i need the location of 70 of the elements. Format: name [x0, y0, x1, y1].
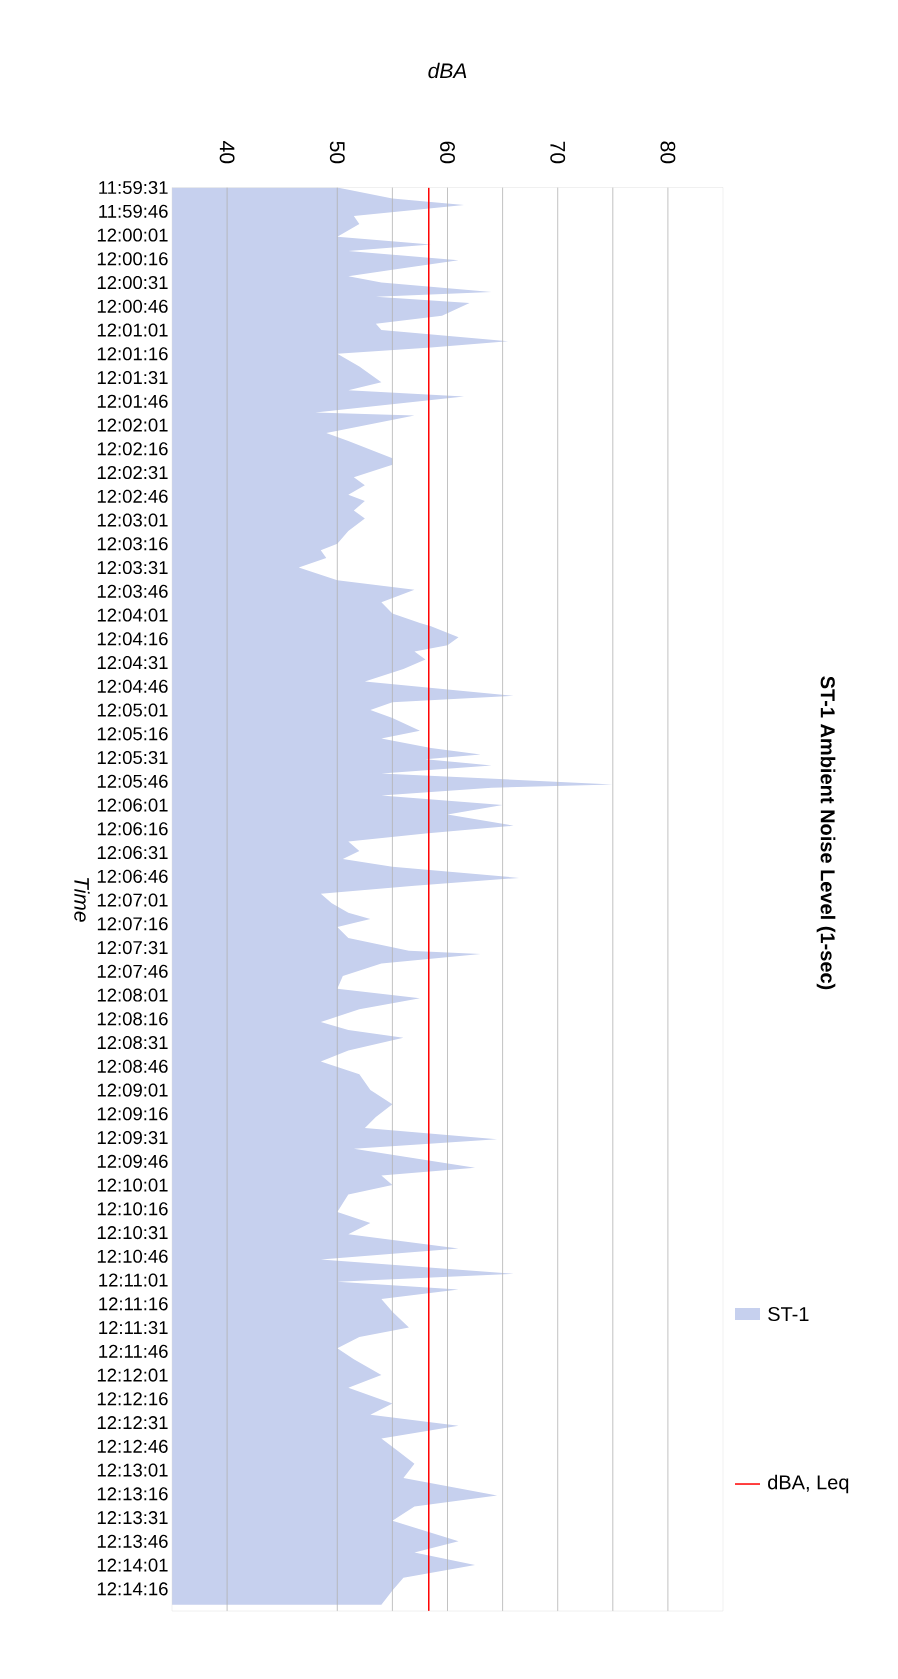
y-axis-title: Time — [74, 877, 90, 922]
y-tick-label: 12:12:16 — [97, 1392, 168, 1406]
x-axis-title: dBA — [428, 62, 467, 79]
y-tick-label: 12:06:16 — [97, 822, 168, 836]
y-tick-label: 12:10:16 — [97, 1202, 168, 1216]
y-tick-label: 12:09:01 — [97, 1083, 168, 1097]
y-tick-label: 12:04:16 — [97, 632, 168, 646]
y-tick-label: 12:13:31 — [97, 1511, 168, 1525]
y-tick-label: 12:01:16 — [97, 347, 168, 361]
y-tick-label: 12:14:16 — [97, 1582, 168, 1596]
y-tick-label: 12:02:01 — [97, 418, 168, 432]
text: ST-1 Ambient Noise Level (1-sec) — [816, 676, 836, 990]
y-tick-label: 12:09:46 — [97, 1154, 168, 1168]
y-tick-label: 12:02:31 — [97, 465, 168, 480]
y-tick-label: 12:10:46 — [97, 1249, 168, 1263]
y-tick-label: 12:09:16 — [97, 1107, 168, 1121]
y-tick-label: 12:03:46 — [97, 584, 168, 598]
y-tick-label: 12:07:01 — [97, 893, 168, 907]
y-tick-label: 12:07:46 — [97, 964, 168, 978]
y-tick-label: 12:07:16 — [97, 917, 168, 931]
y-tick-label: 12:14:01 — [97, 1558, 168, 1572]
y-tick-label: 12:01:46 — [97, 394, 168, 408]
y-tick-label: 12:06:01 — [97, 798, 168, 812]
y-tick-label: 12:05:31 — [97, 750, 168, 765]
y-tick-label: 12:08:16 — [97, 1012, 168, 1026]
y-tick-label: 12:01:01 — [97, 323, 168, 337]
y-tick-label: 11:59:31 — [99, 180, 168, 195]
x-tick-label: 40 — [219, 141, 235, 164]
y-tick-label: 12:06:46 — [97, 869, 168, 883]
x-tick-label: 80 — [660, 141, 676, 164]
y-tick-label: 12:03:16 — [97, 537, 168, 551]
x-tick-label: 50 — [329, 141, 345, 164]
legend-label: ST-1 — [768, 1306, 809, 1322]
y-tick-label: 12:05:16 — [97, 727, 168, 741]
y-tick-label: 12:05:46 — [97, 774, 168, 788]
y-tick-label: 12:06:31 — [97, 846, 168, 860]
y-tick-label: 12:12:46 — [97, 1439, 168, 1453]
y-tick-label: 12:09:31 — [97, 1131, 168, 1145]
y-tick-label: 12:04:01 — [97, 608, 168, 622]
y-tick-label: 12:12:31 — [97, 1416, 168, 1430]
y-tick-label: 12:13:16 — [97, 1487, 168, 1501]
y-tick-label: 12:11:46 — [99, 1344, 168, 1358]
y-tick-label: 12:10:01 — [97, 1178, 168, 1192]
y-tick-label: 12:13:01 — [97, 1463, 168, 1477]
y-tick-label: 12:05:01 — [97, 703, 168, 717]
y-tick-label: 12:10:31 — [97, 1226, 168, 1240]
y-tick-label: 12:04:31 — [97, 656, 168, 670]
y-tick-label: 12:08:46 — [97, 1059, 168, 1073]
y-tick-label: 12:11:01 — [99, 1273, 168, 1287]
y-tick-label: 12:01:31 — [97, 371, 168, 385]
y-tick-label: 12:12:01 — [97, 1368, 168, 1382]
y-tick-label: 12:04:46 — [97, 679, 168, 693]
y-tick-label: 12:03:31 — [97, 560, 168, 575]
legend-label: dBA, Leq — [768, 1474, 849, 1494]
y-tick-label: 12:08:01 — [97, 988, 168, 1002]
y-tick-label: 12:11:16 — [99, 1297, 168, 1311]
x-tick-label: 70 — [550, 141, 566, 164]
y-tick-label: 12:13:46 — [97, 1534, 168, 1548]
y-tick-label: 12:08:31 — [97, 1036, 168, 1050]
y-tick-label: 12:11:31 — [99, 1321, 168, 1335]
y-tick-label: 12:00:16 — [97, 252, 168, 266]
y-tick-label: 11:59:46 — [99, 204, 168, 218]
y-tick-label: 12:00:31 — [97, 275, 168, 290]
x-tick-label: 60 — [440, 141, 455, 164]
y-tick-label: 12:02:16 — [97, 442, 168, 456]
y-tick-label: 12:02:46 — [97, 489, 168, 503]
y-tick-label: 12:00:01 — [97, 228, 168, 242]
y-tick-label: 12:00:46 — [97, 299, 168, 313]
y-tick-label: 12:03:01 — [97, 513, 168, 527]
y-tick-label: 12:07:31 — [97, 941, 168, 955]
